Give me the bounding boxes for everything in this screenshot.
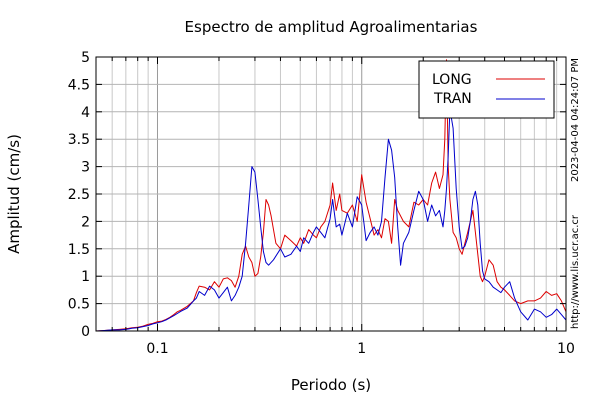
- y-tick-label: 2.5: [68, 187, 90, 203]
- y-tick-label: 3.5: [68, 132, 90, 148]
- x-tick-labels: 0.1 1 10: [146, 341, 575, 357]
- y-tick-label: 1: [81, 269, 90, 285]
- legend-box: [418, 60, 555, 119]
- y-tick-label: 2: [81, 214, 90, 230]
- y-tick-label: 5: [81, 50, 90, 66]
- url-annotation: http://www.lis.ucr.ac.cr: [570, 214, 581, 329]
- x-axis-label: Periodo (s): [291, 376, 371, 394]
- y-tick-label: 1.5: [68, 242, 90, 258]
- chart-title: Espectro de amplitud Agroalimentarias: [185, 18, 478, 36]
- y-tick-label: 3: [81, 160, 90, 176]
- axis-ticks: [95, 56, 567, 332]
- y-tick-label: 4.5: [68, 77, 90, 93]
- y-tick-label: 0.5: [68, 297, 90, 313]
- y-tick-labels: 0 0.5 1 1.5 2 2.5 3 3.5 4 4.5 5: [68, 50, 90, 340]
- legend-label-long: LONG: [432, 72, 472, 88]
- y-tick-label: 4: [81, 105, 90, 121]
- y-tick-label: 0: [81, 324, 90, 340]
- series-line-long: [95, 59, 567, 332]
- timestamp-annotation: 2023-04-04 04:24:07 PM: [570, 58, 581, 182]
- series-layer: [95, 59, 567, 332]
- legend: LONG TRAN: [418, 60, 555, 119]
- x-tick-label: 0.1: [146, 341, 168, 357]
- y-axis-label: Amplitud (cm/s): [5, 134, 23, 254]
- legend-label-tran: TRAN: [433, 91, 472, 107]
- series-line-tran: [95, 108, 567, 332]
- x-tick-label: 1: [357, 341, 366, 357]
- x-tick-label: 10: [557, 341, 575, 357]
